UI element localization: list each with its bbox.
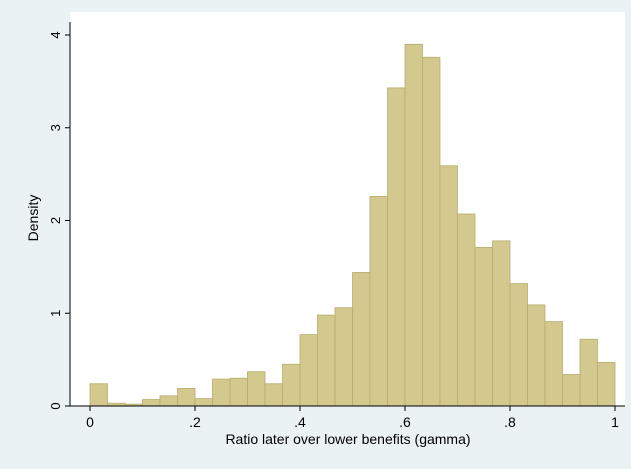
x-tick-label: 1 — [611, 414, 619, 430]
y-tick-label: 0 — [48, 402, 63, 409]
histogram-bar — [212, 378, 231, 407]
histogram-bar — [509, 283, 528, 407]
y-ticks-group: 0 1 2 3 4 — [48, 31, 70, 410]
histogram-bar — [474, 246, 493, 407]
histogram-bar — [422, 56, 441, 407]
x-tick-label: 0 — [86, 414, 94, 430]
x-ticks-group: 0 .2 .4 .6 .8 1 — [86, 406, 619, 430]
histogram-bar — [562, 374, 581, 407]
histogram-bar — [457, 213, 476, 407]
histogram-bar — [352, 272, 371, 407]
x-tick-label: .8 — [504, 414, 516, 430]
x-tick-label: .6 — [399, 414, 411, 430]
y-tick-label: 2 — [48, 217, 63, 224]
histogram-bar — [369, 195, 388, 407]
histogram-bar — [404, 43, 423, 407]
histogram-bar — [579, 338, 598, 407]
histogram-bar — [527, 304, 546, 407]
histogram-bar — [334, 307, 353, 407]
x-axis-label: Ratio later over lower benefits (gamma) — [225, 431, 470, 447]
histogram-bar — [177, 387, 196, 407]
histogram-bar — [317, 314, 336, 407]
histogram-bar — [282, 363, 301, 407]
histogram-bar — [299, 334, 318, 407]
histogram-bar — [194, 398, 213, 407]
bars-group — [89, 43, 616, 407]
histogram-bar — [89, 383, 108, 407]
histogram-bar — [439, 165, 458, 407]
x-tick-label: .4 — [294, 414, 306, 430]
y-tick-label: 3 — [48, 124, 63, 131]
histogram-bar — [387, 87, 406, 407]
histogram-bar — [247, 371, 266, 407]
histogram-bar — [159, 395, 178, 407]
y-tick-label: 4 — [48, 31, 63, 38]
histogram-bar — [544, 321, 563, 407]
histogram-bar — [597, 362, 616, 407]
y-axis-label: Density — [25, 195, 41, 242]
x-tick-label: .2 — [189, 414, 201, 430]
histogram-bar — [142, 399, 161, 407]
histogram-bar — [264, 383, 283, 407]
histogram-bar — [492, 240, 511, 407]
y-tick-label: 1 — [48, 310, 63, 317]
histogram-bar — [229, 377, 248, 407]
